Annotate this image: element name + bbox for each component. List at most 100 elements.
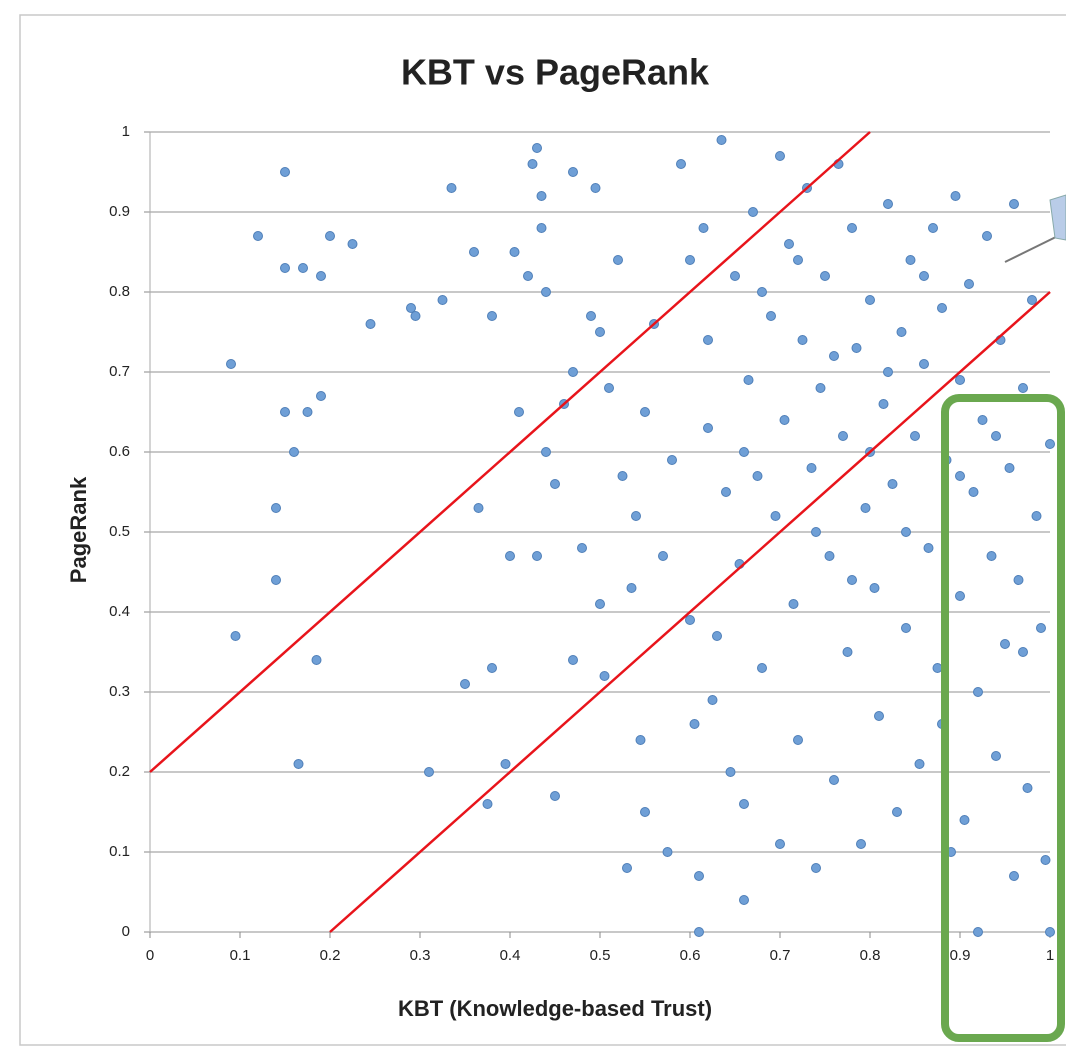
point (788, 599, 799, 609)
point (878, 399, 889, 409)
point (550, 791, 560, 801)
point (784, 239, 794, 249)
point (685, 615, 695, 625)
x-tick-label: 0.5 (590, 947, 611, 964)
point (1040, 855, 1051, 865)
point (514, 407, 524, 417)
point (658, 551, 668, 561)
point (689, 719, 700, 729)
point (838, 431, 848, 441)
point (955, 591, 965, 601)
point (1018, 647, 1028, 657)
point (698, 223, 709, 233)
y-tick-label: 0.4 (109, 603, 130, 620)
point (640, 407, 650, 417)
point (955, 375, 965, 385)
point (662, 847, 673, 857)
point (883, 367, 893, 377)
chart-title: KBT vs PageRank (401, 52, 710, 93)
point (973, 687, 983, 697)
point (617, 471, 628, 481)
x-tick-label: 0.2 (320, 947, 341, 964)
point (536, 223, 547, 233)
reference-line (149, 131, 871, 773)
point (509, 247, 520, 257)
point (590, 183, 601, 193)
point (676, 159, 686, 169)
point (721, 487, 731, 497)
point (955, 471, 965, 481)
point (847, 223, 857, 233)
point (536, 191, 547, 201)
point (487, 311, 497, 321)
point (365, 319, 376, 329)
point (748, 207, 758, 217)
point (806, 463, 817, 473)
point (712, 631, 722, 641)
y-tick-label: 0.5 (109, 523, 130, 540)
y-tick-label: 0.9 (109, 203, 130, 220)
point (811, 863, 821, 873)
point (842, 647, 853, 657)
point (725, 767, 736, 777)
point (293, 759, 304, 769)
point (437, 295, 448, 305)
point (298, 263, 308, 273)
point (923, 543, 934, 553)
point (568, 367, 578, 377)
plot (149, 131, 1055, 937)
point (595, 599, 605, 609)
point (694, 871, 704, 881)
point (824, 551, 835, 561)
point (887, 479, 898, 489)
point (739, 799, 749, 809)
x-tick-label: 0.7 (770, 947, 791, 964)
chart-frame (19, 14, 1066, 1046)
point (469, 247, 479, 257)
point (775, 151, 785, 161)
annotations (941, 194, 1066, 1042)
point (1022, 783, 1033, 793)
reference-line (329, 291, 1051, 933)
point (811, 527, 821, 537)
point (302, 407, 313, 417)
point (613, 255, 623, 265)
point (487, 663, 497, 673)
point (460, 679, 470, 689)
point (977, 415, 988, 425)
point (1036, 623, 1046, 633)
point (568, 655, 578, 665)
point (311, 655, 322, 665)
point (901, 527, 911, 537)
point (991, 431, 1001, 441)
point (770, 511, 781, 521)
point (815, 383, 826, 393)
point (410, 311, 421, 321)
point (932, 663, 943, 673)
point (928, 223, 938, 233)
point (280, 263, 290, 273)
point (959, 815, 970, 825)
point (910, 431, 920, 441)
point (779, 415, 790, 425)
point (500, 759, 511, 769)
point (523, 271, 533, 281)
point (1031, 511, 1042, 521)
point (775, 839, 785, 849)
point (703, 335, 713, 345)
point (271, 503, 281, 513)
point (905, 255, 916, 265)
point (586, 311, 596, 321)
point (739, 895, 749, 905)
point (860, 503, 871, 513)
point (505, 551, 515, 561)
x-tick-label: 0.1 (230, 947, 251, 964)
point (599, 671, 610, 681)
point (968, 487, 979, 497)
x-tick-label: 0.3 (410, 947, 431, 964)
point (622, 863, 632, 873)
point (973, 927, 983, 937)
y-tick-label: 0.6 (109, 443, 130, 460)
point (1004, 463, 1015, 473)
